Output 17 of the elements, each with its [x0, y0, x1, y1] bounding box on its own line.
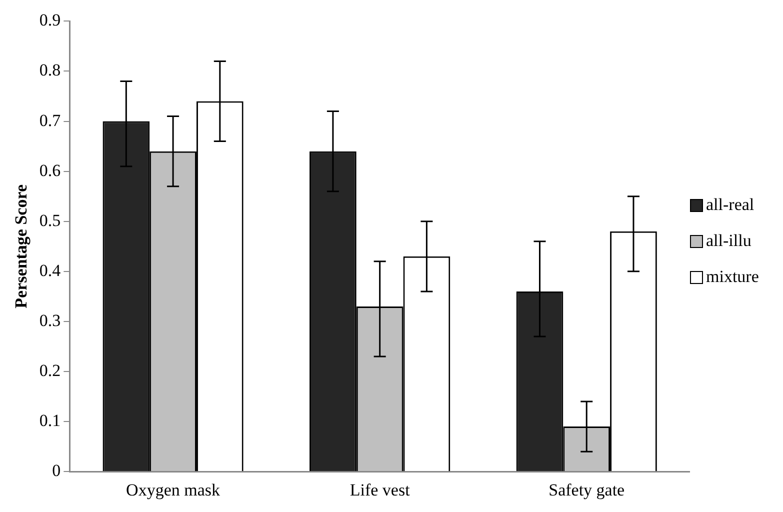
y-tick-label: 0.6: [39, 160, 61, 180]
y-tick-label: 0.9: [39, 10, 61, 30]
y-axis-title: Persentage Score: [12, 184, 31, 308]
text: mixture: [706, 267, 759, 287]
y-tick-label: 0.8: [39, 60, 61, 80]
x-tick-label: Safety gate: [548, 480, 625, 500]
y-tick-label: 0.7: [39, 110, 62, 130]
y-tick-label: 0.1: [39, 411, 61, 430]
y-tick-label: 0.4: [39, 260, 62, 280]
legend-label: all-illu: [706, 231, 752, 251]
legend-label: all-real: [706, 195, 754, 215]
y-tick-label: 0.5: [39, 210, 61, 230]
x-tick-label: Life vest: [350, 480, 410, 500]
x-tick-label: Oxygen mask: [126, 480, 221, 500]
y-tick-label: 0: [52, 461, 61, 480]
y-tick-label: 0.2: [39, 360, 61, 380]
y-tick-label: 0.3: [39, 310, 61, 330]
